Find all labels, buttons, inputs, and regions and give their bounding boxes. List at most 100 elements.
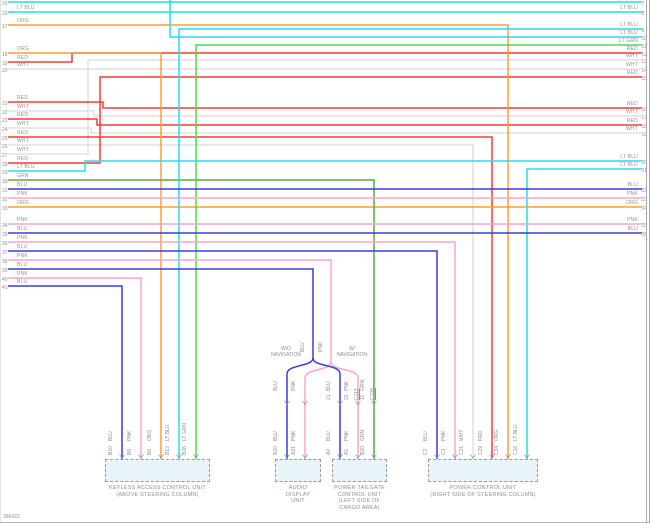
- wire-pnk: [330, 361, 359, 459]
- pin-connector-arrow: [505, 454, 511, 459]
- nav-with-label-line: NAVIGATION: [336, 352, 368, 358]
- pin-wire-color-label: RED: [478, 430, 484, 441]
- nav-with-label: W/NAVIGATION: [330, 346, 374, 358]
- left-wire-color-label: GRN: [17, 173, 29, 179]
- inline-connector-arrow: [302, 400, 308, 406]
- pin-wire-color-label: WHT: [459, 429, 465, 441]
- right-row-number: 17: [641, 115, 648, 121]
- left-row-number: 15: [2, 1, 8, 7]
- wire-lt-blu: [526, 168, 642, 459]
- pin-connector-arrow: [355, 454, 361, 459]
- unit-title-line: CARGO AREA): [339, 504, 380, 511]
- right-wire-color-label: LT GRN: [618, 38, 638, 44]
- unit-title-line: AUDIO: [288, 485, 308, 491]
- pin-wire-color-label: LT BLU: [513, 424, 519, 442]
- wire-wht: [8, 144, 474, 459]
- left-row-number: 21: [2, 101, 8, 107]
- left-wire-color-label: ORG: [17, 46, 29, 52]
- pin-connector-arrow: [470, 454, 476, 459]
- pin-cavity-label: B20: [360, 446, 366, 455]
- right-wire-color-label: RED: [626, 118, 638, 124]
- wire-color-label: PNK: [344, 380, 350, 391]
- pin-connector-arrow: [302, 454, 308, 459]
- left-wire-color-label: BLU: [17, 244, 28, 250]
- unit-title-power-tailgate-control-unit: POWER TAILGATE CONTROL UNIT (LEFT SIDE OF C…: [295, 485, 425, 511]
- pin-connector-arrow: [337, 454, 343, 459]
- inline-connector-arrow: [355, 400, 361, 406]
- right-wire-color-label: LT BLU: [620, 5, 638, 11]
- nav-with-label-line: W/: [348, 346, 356, 352]
- left-wire-color-label: ORG: [17, 18, 29, 24]
- bottom-border: [0, 522, 650, 523]
- unit-box-audio-display-unit: [275, 459, 321, 482]
- left-wire-color-label: BLU: [17, 182, 28, 188]
- pin-connector-arrow: [489, 454, 495, 459]
- right-wire-color-label: LT BLU: [540, 0, 638, 1]
- left-row-number: 41: [2, 285, 8, 291]
- wire-lt-blu: [178, 28, 642, 459]
- left-wire-color-label: BLU: [17, 279, 28, 285]
- left-wire-color-label: RED: [17, 95, 29, 101]
- right-row-number: 10: [641, 36, 648, 42]
- pin-cavity-label: B6: [147, 448, 153, 455]
- pin-cavity-label: C16: [513, 445, 519, 455]
- pin-connector-arrow: [158, 454, 164, 459]
- unit-title-power-control-unit: POWER CONTROL UNIT (RIGHT SIDE OF STEERIN…: [418, 485, 548, 498]
- pin-cavity-label: B13: [165, 446, 171, 455]
- wire-blu: [312, 357, 341, 459]
- inline-cavity-number: 11: [360, 394, 366, 400]
- pin-connector-arrow: [524, 454, 530, 459]
- right-wire-color-label: PNK: [627, 217, 638, 223]
- left-row-number: 34: [2, 223, 8, 229]
- pin-wire-color-label: PNK: [291, 430, 297, 441]
- left-wire-color-label: RED: [17, 55, 29, 61]
- unit-box-keyless-access-control-unit: [105, 459, 210, 482]
- wire-wht: [8, 127, 642, 134]
- pin-cavity-label: C3: [441, 448, 447, 455]
- right-wire-color-label: WHT: [626, 109, 638, 115]
- inline-cavity-number: 21: [326, 394, 332, 400]
- wire-red: [8, 136, 493, 459]
- unit-title-line: POWER TAILGATE: [334, 485, 385, 491]
- pin-wire-color-label: BLU: [273, 431, 279, 441]
- inline-connector-ref: C138: [370, 388, 376, 400]
- pin-wire-color-label: PNK: [127, 430, 133, 441]
- pin-cavity-label: A10: [273, 446, 279, 455]
- wire-color-label: BLU: [273, 381, 279, 391]
- pin-wire-color-label: BLU: [423, 431, 429, 441]
- left-row-number: 29: [2, 170, 8, 176]
- left-wire-color-label: BLU: [17, 226, 28, 232]
- pin-connector-arrow: [434, 454, 440, 459]
- wire-pnk: [8, 241, 456, 459]
- pin-connector-arrow: [193, 454, 199, 459]
- left-wire-color-label: ORG: [17, 200, 29, 206]
- left-row-number: 35: [2, 232, 8, 238]
- pin-connector-arrow: [371, 454, 377, 459]
- left-row-number: 28: [2, 162, 8, 168]
- left-wire-color-label: BLU: [17, 262, 28, 268]
- left-row-number: 38: [2, 259, 8, 265]
- left-row-number: 25: [2, 136, 8, 142]
- wire-blu: [8, 250, 438, 459]
- left-row-number: 22: [2, 110, 8, 116]
- left-row-number: 23: [2, 118, 8, 124]
- left-row-number: 31: [2, 188, 8, 194]
- pin-wire-color-label: LT GRN: [182, 423, 188, 441]
- right-row-number: 18: [641, 124, 648, 130]
- left-row-number: 19: [2, 61, 8, 67]
- unit-title-line: DISPLAY: [285, 491, 311, 498]
- right-row-number: 26: [641, 232, 648, 238]
- nav-without-label: W/O NAVIGATION: [264, 346, 308, 358]
- pin-cavity-label: C21: [459, 445, 465, 455]
- right-wire-color-label: ORG: [626, 200, 638, 206]
- pin-wire-color-label: BLU: [108, 431, 114, 441]
- right-row-number: 25: [641, 223, 648, 229]
- right-wire-color-label: BLU: [627, 182, 638, 188]
- left-wire-color-label: LT BLU: [17, 164, 35, 170]
- unit-title-keyless-access-control-unit: KEYLESS ACCESS CONTROL UNIT (ABOVE STEERI…: [93, 485, 223, 498]
- left-wire-color-label: RED: [17, 112, 29, 118]
- right-wire-color-label: WHT: [626, 126, 638, 132]
- unit-title-line: UNIT: [291, 498, 305, 504]
- left-wire-color-label: RED: [17, 156, 29, 162]
- left-row-number: 26: [2, 144, 8, 150]
